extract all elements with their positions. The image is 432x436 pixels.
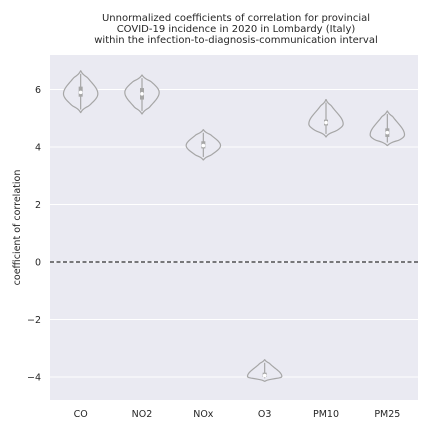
x-tick-label: NOx bbox=[193, 409, 214, 420]
x-tick-labels: CO NO2 NOx O3 PM10 PM25 bbox=[74, 409, 401, 420]
violins bbox=[62, 70, 406, 382]
y-tick-label: −4 bbox=[27, 373, 41, 384]
y-tick-label: −2 bbox=[27, 315, 41, 326]
violin-pm10 bbox=[308, 98, 344, 138]
y-tick-label: 6 bbox=[35, 85, 41, 96]
violin-median-point bbox=[140, 92, 144, 96]
violin-median-point bbox=[78, 90, 83, 95]
y-tick-label: 2 bbox=[35, 200, 41, 211]
chart-title-line-3: within the infection-to-diagnosis-commun… bbox=[94, 35, 378, 46]
x-tick-label: NO2 bbox=[132, 409, 153, 420]
plot-background bbox=[50, 55, 418, 400]
y-axis-label: coefficient of correlation bbox=[12, 170, 23, 286]
violin-median-point bbox=[324, 120, 328, 125]
chart-title: Unnormalized coefficients of correlation… bbox=[94, 13, 378, 46]
violin-o3 bbox=[246, 359, 283, 382]
violin-median-point bbox=[385, 130, 390, 135]
chart-title-line-1: Unnormalized coefficients of correlation… bbox=[102, 13, 370, 24]
violin-pm25 bbox=[369, 110, 406, 147]
violin-no2 bbox=[124, 74, 160, 115]
violin-median-point bbox=[262, 373, 267, 378]
violin-nox bbox=[185, 129, 222, 161]
violin-co bbox=[62, 70, 99, 114]
violin-median-point bbox=[201, 143, 206, 148]
x-tick-label: PM25 bbox=[374, 409, 400, 420]
x-tick-label: O3 bbox=[258, 409, 272, 420]
x-tick-label: PM10 bbox=[313, 409, 339, 420]
y-tick-labels: −4 −2 0 2 4 6 bbox=[27, 85, 41, 384]
chart-title-line-2: COVID-19 incidence in 2020 in Lombardy (… bbox=[117, 24, 356, 35]
x-tick-label: CO bbox=[74, 409, 88, 420]
y-tick-label: 0 bbox=[35, 258, 41, 269]
y-tick-label: 4 bbox=[35, 143, 41, 154]
